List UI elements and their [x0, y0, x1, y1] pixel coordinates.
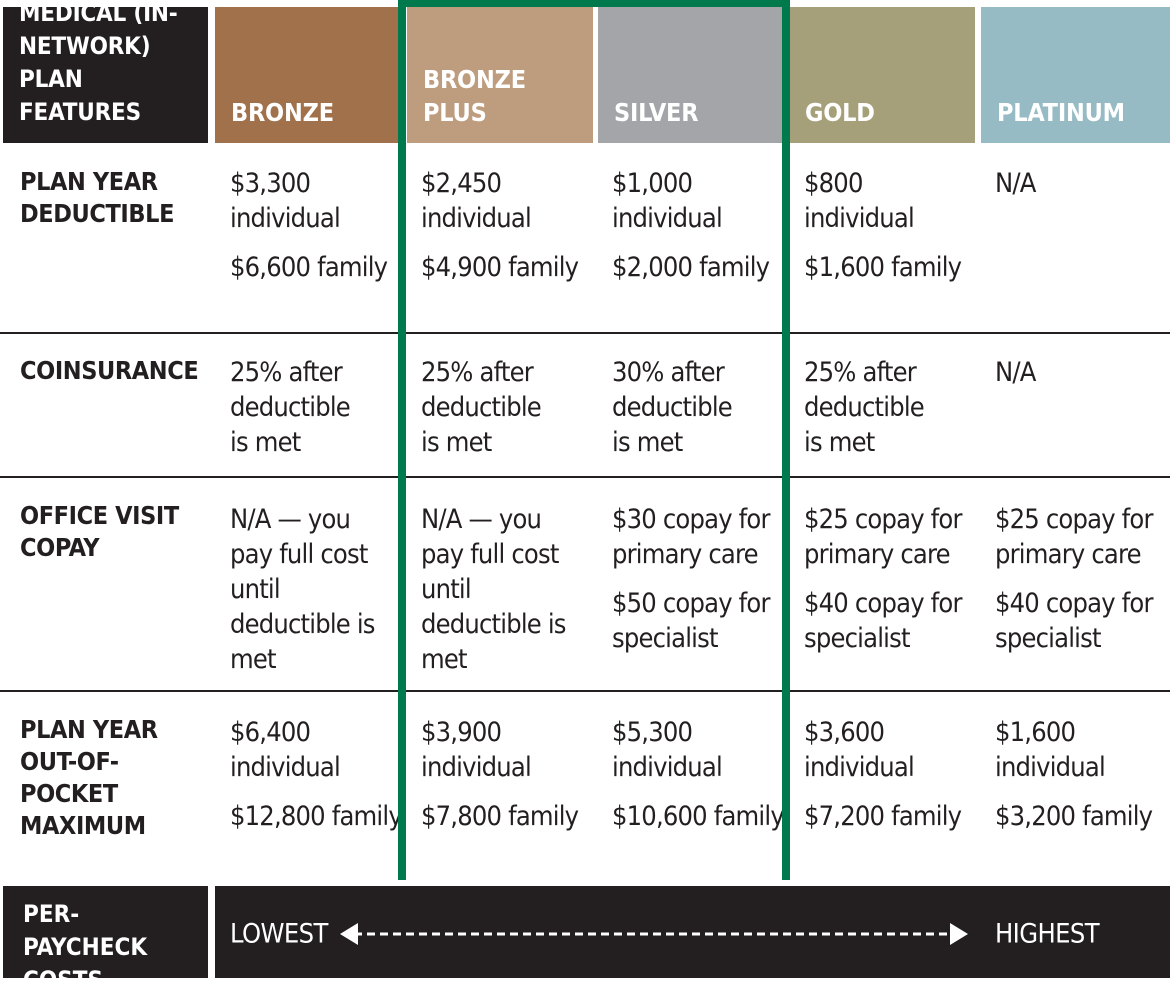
cell-line: $25 copay for primary care	[804, 504, 962, 570]
cell-line: N/A	[995, 168, 1036, 199]
cell-line: $6,400 individual	[230, 717, 341, 783]
coinsurance-silver: 30% after deductible is met	[612, 357, 733, 458]
deductible-bronze: $3,300 individual $6,600 family	[216, 166, 402, 285]
per-paycheck-costs-label: PER-PAYCHECK COSTS	[3, 886, 208, 994]
row-divider	[0, 690, 1170, 692]
oop-bronze-plus: $3,900 individual $7,800 family	[407, 715, 593, 834]
lowest-label: LOWEST	[230, 918, 328, 950]
cell-line: $10,600 family	[612, 801, 785, 832]
coinsurance-platinum: N/A	[995, 357, 1036, 388]
coinsurance-bronze: 25% after deductible is met	[230, 357, 351, 458]
plan-features-header-text: MEDICAL (IN-NETWORK) PLAN FEATURES	[19, 0, 178, 126]
plan-name: BRONZE	[231, 98, 334, 127]
deductible-gold: $800 individual $1,600 family	[790, 166, 976, 285]
plan-header-silver: SILVER	[598, 7, 784, 143]
cell-line: $3,200 family	[995, 801, 1153, 832]
cell-line: $12,800 family	[230, 801, 403, 832]
cell-line: $25 copay for primary care	[995, 504, 1153, 570]
plan-features-header: MEDICAL (IN-NETWORK) PLAN FEATURES	[3, 0, 208, 143]
cell-line: $7,200 family	[804, 801, 962, 832]
office-visit-silver: $30 copay for primary care $50 copay for …	[598, 502, 784, 656]
deductible-platinum: N/A	[981, 166, 1167, 201]
coinsurance-bronze-plus: 25% after deductible is met	[421, 357, 542, 458]
row-label-out-of-pocket: PLAN YEAR OUT-OF-POCKET MAXIMUM	[20, 715, 158, 840]
cell-line: $1,600 individual	[995, 717, 1106, 783]
cell-line: $2,000 family	[612, 252, 770, 283]
row-label-office-visit: OFFICE VISIT COPAY	[20, 501, 179, 562]
cell-line: $1,000 individual	[612, 168, 723, 234]
row-label-coinsurance: COINSURANCE	[20, 356, 199, 385]
office-visit-bronze: N/A — you pay full cost until deductible…	[230, 504, 375, 675]
cell-line: $3,900 individual	[421, 717, 532, 783]
oop-silver: $5,300 individual $10,600 family	[598, 715, 785, 834]
cost-scale-bar: LOWEST HIGHEST	[215, 886, 1170, 978]
double-arrow-icon	[340, 923, 968, 945]
cell-line: $40 copay for specialist	[995, 588, 1153, 654]
plan-name: SILVER	[614, 98, 699, 127]
oop-gold: $3,600 individual $7,200 family	[790, 715, 976, 834]
plan-header-bronze: BRONZE	[215, 7, 401, 143]
cell-line: $7,800 family	[421, 801, 579, 832]
per-paycheck-costs-text: PER-PAYCHECK COSTS	[23, 900, 148, 994]
plan-name: GOLD	[805, 98, 875, 127]
cell-line: $800 individual	[804, 168, 915, 234]
deductible-bronze-plus: $2,450 individual $4,900 family	[407, 166, 593, 285]
cell-line: $40 copay for specialist	[804, 588, 962, 654]
plan-header-bronze-plus: BRONZE PLUS	[407, 7, 593, 143]
office-visit-platinum: $25 copay for primary care $40 copay for …	[981, 502, 1167, 656]
cell-line: $30 copay for primary care	[612, 504, 770, 570]
office-visit-bronze-plus: N/A — you pay full cost until deductible…	[421, 504, 566, 675]
cell-line: $5,300 individual	[612, 717, 723, 783]
cell-line: $1,600 family	[804, 252, 962, 283]
oop-bronze: $6,400 individual $12,800 family	[216, 715, 403, 834]
row-divider	[0, 476, 1170, 478]
highest-label: HIGHEST	[995, 918, 1100, 950]
plan-name: BRONZE PLUS	[423, 65, 526, 127]
plan-header-platinum: PLATINUM	[981, 7, 1170, 143]
cell-line: $3,600 individual	[804, 717, 915, 783]
coinsurance-gold: 25% after deductible is met	[804, 357, 925, 458]
row-divider	[0, 332, 1170, 334]
highlight-border-top	[398, 0, 790, 7]
cell-line: $2,450 individual	[421, 168, 532, 234]
plan-header-gold: GOLD	[789, 7, 975, 143]
row-label-deductible: PLAN YEAR DEDUCTIBLE	[20, 167, 175, 228]
highlight-border-right	[782, 0, 790, 880]
cell-line: $3,300 individual	[230, 168, 341, 234]
cell-line: $50 copay for specialist	[612, 588, 770, 654]
plan-name: PLATINUM	[997, 98, 1125, 127]
oop-platinum: $1,600 individual $3,200 family	[981, 715, 1167, 834]
deductible-silver: $1,000 individual $2,000 family	[598, 166, 784, 285]
cell-line: $4,900 family	[421, 252, 579, 283]
cell-line: $6,600 family	[230, 252, 388, 283]
office-visit-gold: $25 copay for primary care $40 copay for …	[790, 502, 976, 656]
highlight-border-left	[398, 0, 406, 880]
